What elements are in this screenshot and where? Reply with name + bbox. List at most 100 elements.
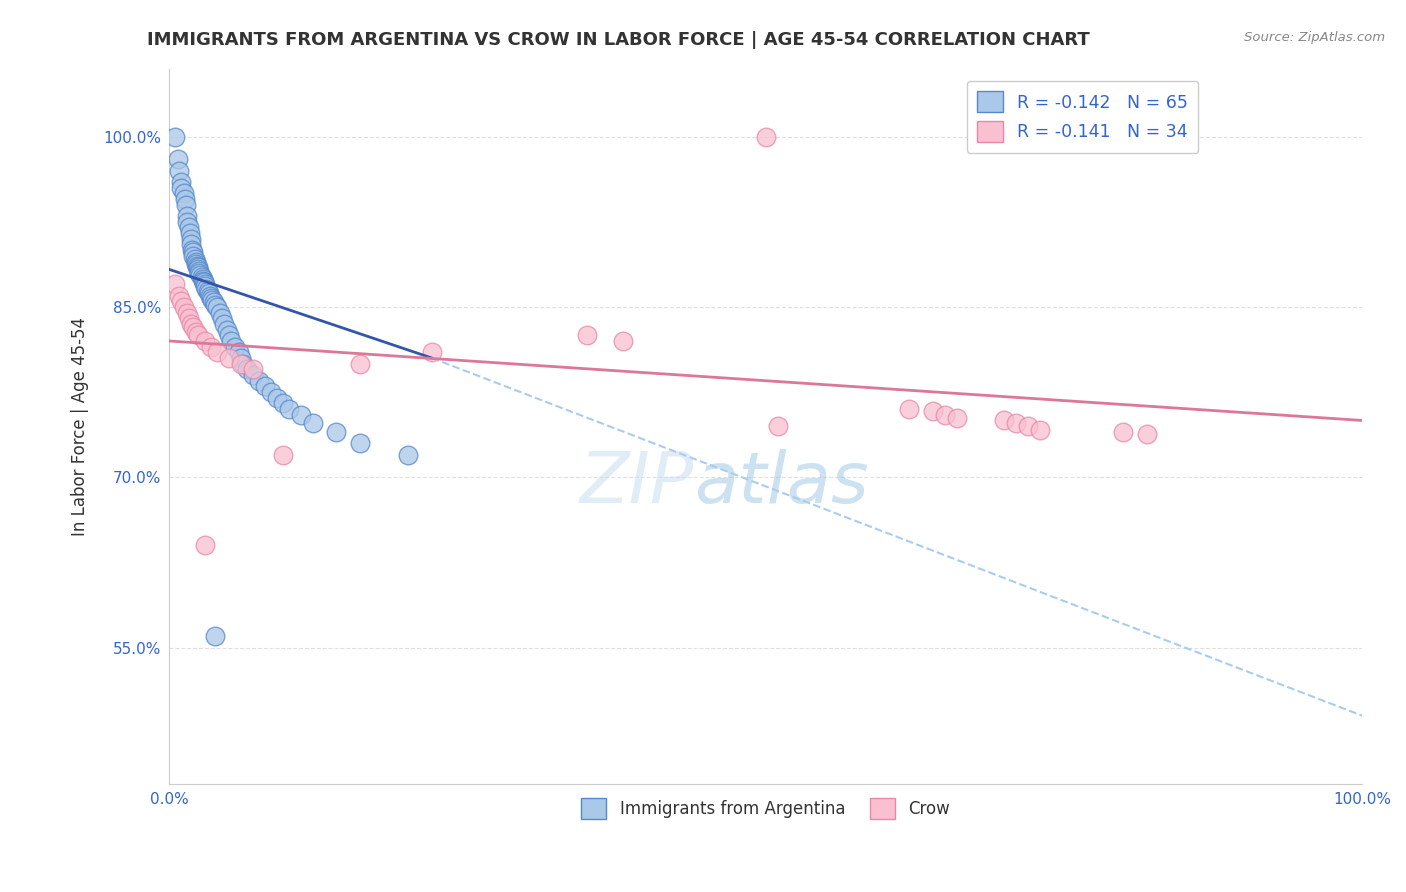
Text: ZIP: ZIP [579,449,695,518]
Point [396,448,419,462]
Point [195,282,218,296]
Point [232,357,254,371]
Point [183,252,205,267]
Point [170,294,193,309]
Point [1005,416,1028,430]
Text: Source: ZipAtlas.com: Source: ZipAtlas.com [1244,31,1385,45]
Point [349,436,371,450]
Point [187,328,209,343]
Point [205,300,228,314]
Point [177,220,200,235]
Point [229,351,252,365]
Point [173,186,195,201]
Point [190,268,212,282]
Point [215,323,238,337]
Point [167,288,190,302]
Point [198,288,221,302]
Point [260,385,283,400]
Point [181,249,204,263]
Point [993,413,1015,427]
Point [325,425,347,439]
Point [181,245,204,260]
Point [271,448,294,462]
Point [197,284,219,298]
Point [921,404,943,418]
Point [266,391,288,405]
Point [221,334,243,348]
Point [218,351,240,365]
Point [176,209,198,223]
Point [167,163,190,178]
Point [208,305,231,319]
Point [186,259,208,273]
Legend: Immigrants from Argentina, Crow: Immigrants from Argentina, Crow [575,792,957,825]
Point [1136,427,1159,442]
Point [184,257,207,271]
Point [301,416,323,430]
Point [755,129,778,144]
Point [198,286,221,301]
Point [420,345,443,359]
Point [184,325,207,339]
Point [187,260,209,275]
Point [177,311,200,326]
Point [194,277,217,292]
Point [228,345,250,359]
Point [165,129,187,144]
Point [200,340,222,354]
Point [170,175,193,189]
Point [184,254,207,268]
Point [218,328,240,343]
Point [1017,419,1039,434]
Point [193,275,215,289]
Point [253,379,276,393]
Point [188,263,211,277]
Point [271,396,294,410]
Point [242,368,264,382]
Point [179,226,201,240]
Text: atlas: atlas [695,449,869,518]
Point [173,300,195,314]
Point [211,311,233,326]
Text: IMMIGRANTS FROM ARGENTINA VS CROW IN LABOR FORCE | AGE 45-54 CORRELATION CHART: IMMIGRANTS FROM ARGENTINA VS CROW IN LAB… [148,31,1090,49]
Point [180,317,202,331]
Point [277,402,299,417]
Point [224,340,246,354]
Point [575,328,598,343]
Point [191,274,214,288]
Point [174,198,197,212]
Point [165,277,187,292]
Y-axis label: In Labor Force | Age 45-54: In Labor Force | Age 45-54 [72,317,89,535]
Point [229,357,252,371]
Point [176,305,198,319]
Point [612,334,634,348]
Point [174,192,197,206]
Point [205,345,228,359]
Point [170,180,193,194]
Point [349,357,371,371]
Point [1029,423,1052,437]
Point [176,215,198,229]
Point [897,402,920,417]
Point [194,538,217,552]
Point [181,320,204,334]
Point [204,629,226,643]
Point [1112,425,1135,439]
Point [200,291,222,305]
Point [194,279,217,293]
Point [766,419,789,434]
Point [180,232,202,246]
Point [204,298,226,312]
Point [236,362,259,376]
Point [934,408,956,422]
Point [181,243,204,257]
Point [194,334,217,348]
Point [202,295,225,310]
Point [290,408,312,422]
Point [247,374,270,388]
Point [166,153,188,167]
Point [191,271,214,285]
Point [187,262,209,277]
Point [190,270,212,285]
Point [201,293,224,307]
